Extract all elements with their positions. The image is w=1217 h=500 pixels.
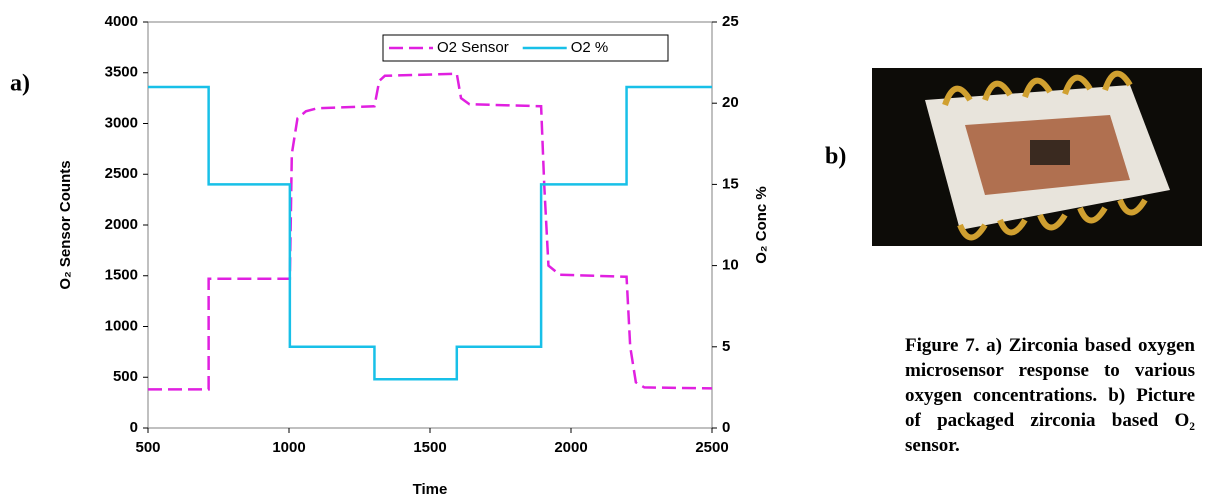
- y-tick-label: 500: [113, 368, 138, 385]
- y-tick-label: 4000: [105, 13, 138, 30]
- y2-tick-label: 10: [722, 257, 739, 274]
- x-tick-label: 1000: [272, 439, 305, 456]
- caption: Figure 7. a) Zirconia based oxygen micro…: [905, 335, 1195, 456]
- legend: O2 Sensor O2 %: [382, 34, 669, 62]
- y-tick-label: 2000: [105, 216, 138, 233]
- x-tick-label: 2000: [554, 439, 587, 456]
- panel-label: b): [825, 144, 846, 170]
- legend-label: O2 %: [571, 39, 609, 56]
- sensor-photo: [872, 68, 1202, 246]
- series-line: [148, 72, 713, 391]
- y-tick-label: 0: [130, 419, 138, 436]
- x-tick-label: 2500: [695, 439, 728, 456]
- y-axis-label: O₂ Sensor Counts: [57, 160, 74, 289]
- y-tick-label: 3500: [105, 64, 138, 81]
- x-tick-label: 1500: [413, 439, 446, 456]
- y2-tick-label: 15: [722, 175, 739, 192]
- y-tick-label: 2500: [105, 165, 138, 182]
- y-tick-label: 1500: [105, 267, 138, 284]
- panel-label: a): [10, 71, 30, 97]
- y2-tick-label: 5: [722, 338, 730, 355]
- y2-tick-label: 0: [722, 419, 730, 436]
- y-tick-label: 3000: [105, 114, 138, 131]
- x-axis-label: Time: [413, 481, 448, 498]
- legend-label: O2 Sensor: [437, 39, 509, 56]
- y2-axis-label: O₂ Conc %: [753, 186, 770, 264]
- x-tick-label: 500: [135, 439, 160, 456]
- y2-tick-label: 20: [722, 94, 739, 111]
- plot-area: [147, 21, 713, 429]
- y-tick-label: 1000: [105, 317, 138, 334]
- series-line: [148, 85, 712, 381]
- y2-tick-label: 25: [722, 13, 739, 30]
